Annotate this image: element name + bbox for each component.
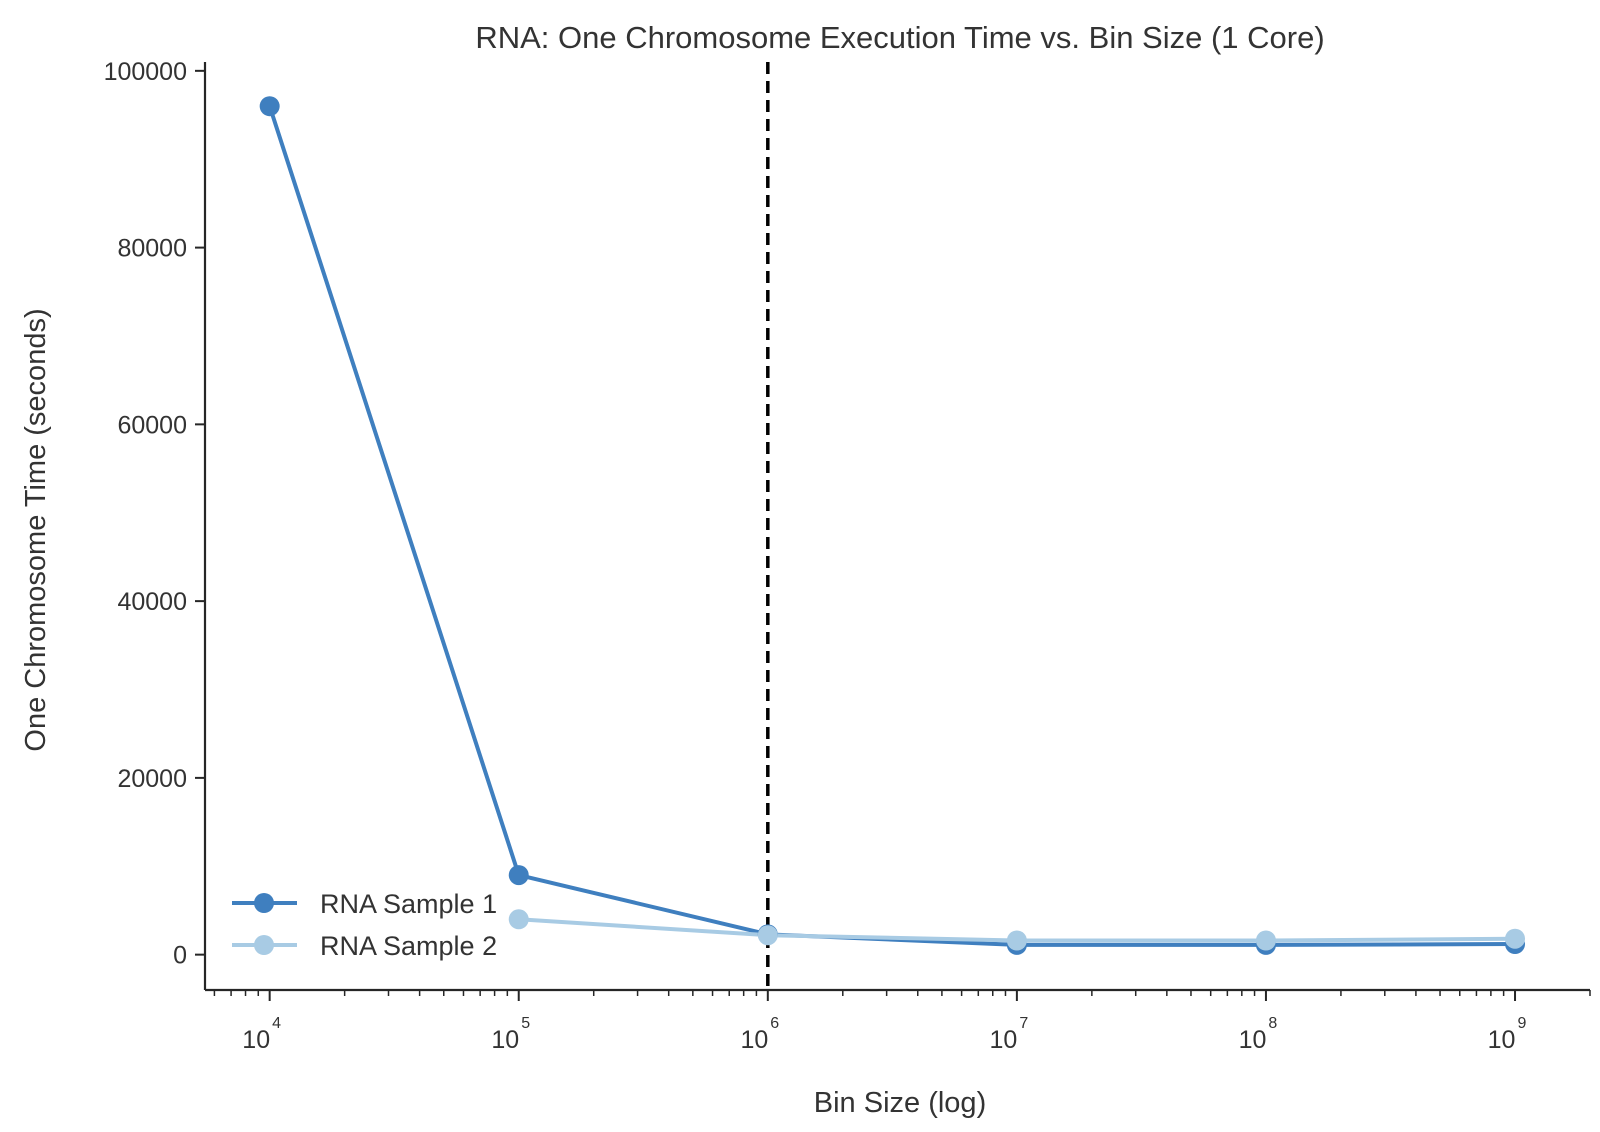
data-point <box>508 909 529 930</box>
x-axis-label: Bin Size (log) <box>814 1087 986 1119</box>
y-tick-label: 0 <box>173 942 187 970</box>
data-point <box>1505 928 1526 949</box>
legend-label: RNA Sample 1 <box>320 889 497 919</box>
x-tick-label: 105 <box>491 1015 530 1054</box>
y-tick-label: 20000 <box>117 765 187 793</box>
data-point <box>1255 930 1276 951</box>
series-line <box>267 105 1516 947</box>
x-tick-label: 106 <box>740 1015 779 1054</box>
axes: 0 20000 40000 60000 80000 100000 104 105 106 107 1… <box>104 58 1591 1054</box>
y-tick-label: 80000 <box>117 235 187 263</box>
legend: RNA Sample 1 RNA Sample 2 <box>232 889 497 961</box>
data-point <box>508 865 529 886</box>
data-point <box>757 925 778 946</box>
legend-marker <box>254 893 274 913</box>
legend-label: RNA Sample 2 <box>320 931 497 961</box>
data-point <box>259 96 280 117</box>
series-layer <box>259 96 1526 955</box>
y-tick-label: 100000 <box>104 58 187 86</box>
chart-title: RNA: One Chromosome Execution Time vs. B… <box>475 20 1324 55</box>
y-axis-label: One Chromosome Time (seconds) <box>20 308 52 751</box>
legend-marker <box>254 935 274 955</box>
y-tick-label: 60000 <box>117 411 187 439</box>
x-tick-label: 104 <box>242 1015 281 1054</box>
y-tick-label: 40000 <box>117 588 187 616</box>
x-tick-label: 107 <box>990 1015 1029 1054</box>
x-tick-label: 108 <box>1239 1015 1278 1054</box>
data-point <box>1006 930 1027 951</box>
x-tick-label: 109 <box>1488 1015 1527 1054</box>
